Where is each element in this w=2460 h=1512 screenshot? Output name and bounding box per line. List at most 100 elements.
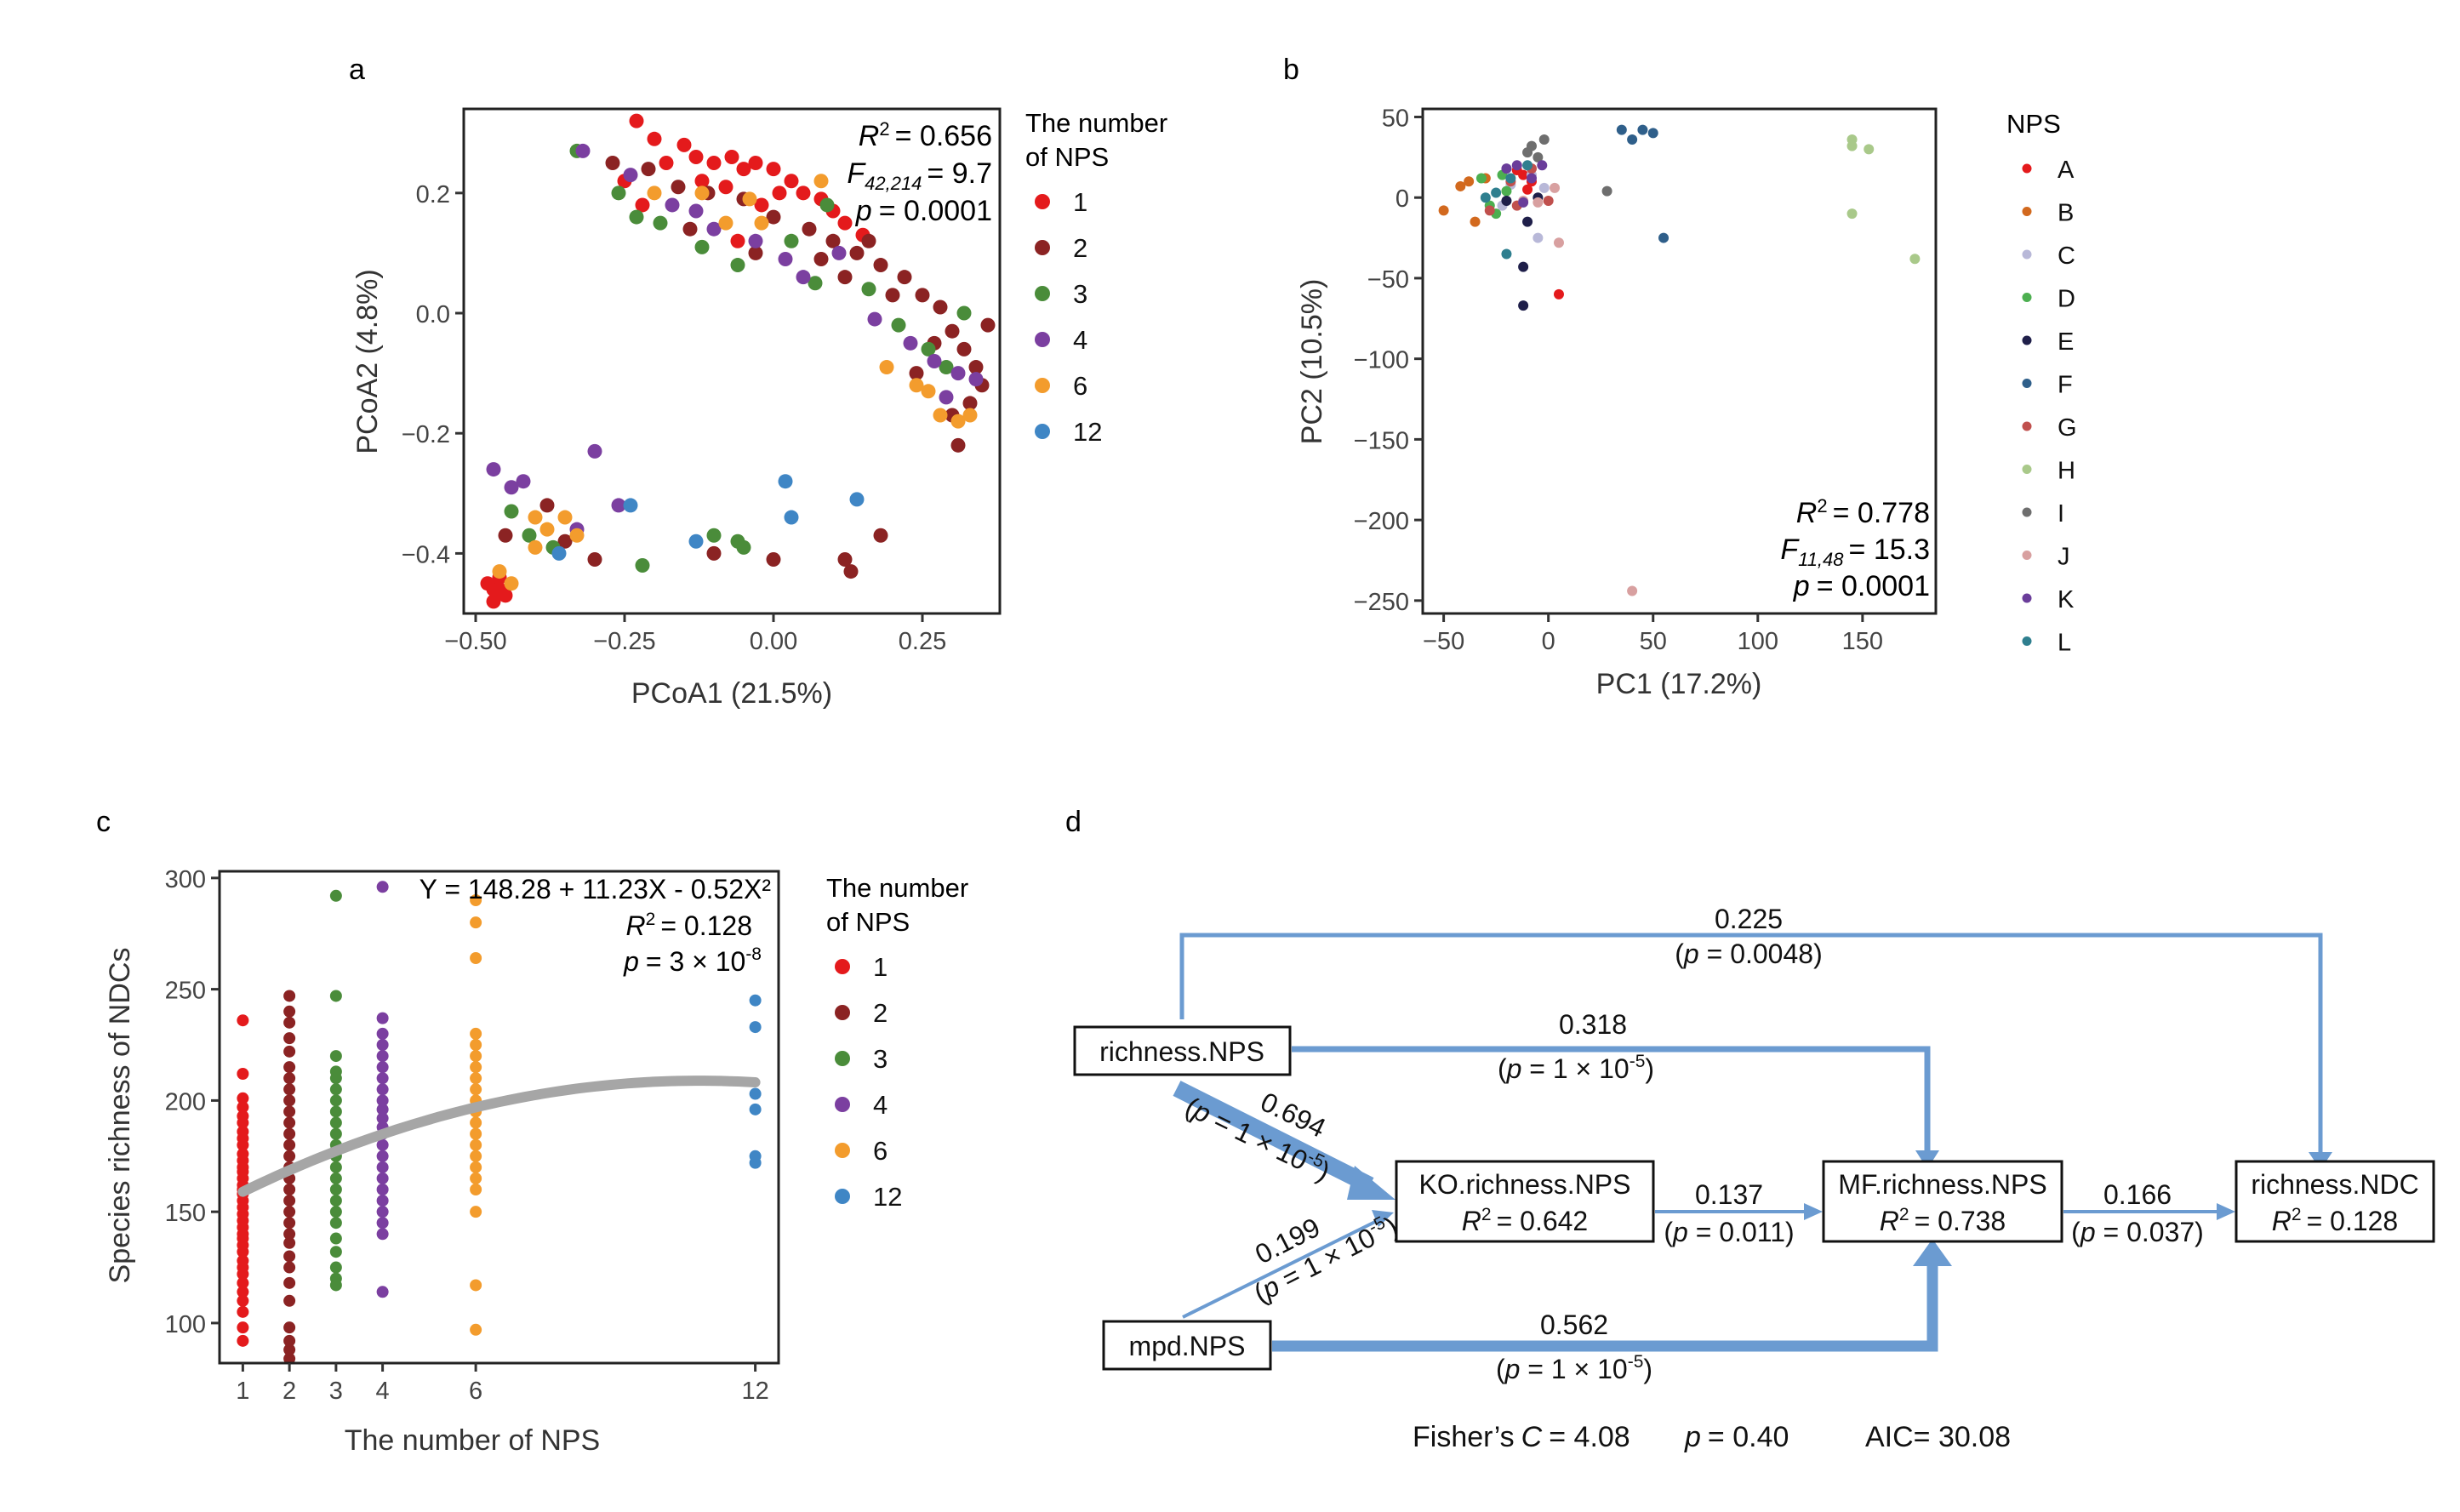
point-nps-D: [1501, 185, 1512, 197]
point-nps-2: [283, 990, 296, 1002]
point-nps-6: [470, 1083, 482, 1096]
point-nps-2: [283, 1321, 296, 1334]
point-nps-1: [766, 162, 781, 177]
arrowhead-mf-bottom: [1913, 1239, 1952, 1266]
legend-swatch: [2022, 293, 2032, 302]
point-nps-3: [891, 317, 906, 333]
node-ko-richness: [1395, 1160, 1655, 1243]
y-tick-label: 50: [1382, 105, 1409, 132]
point-nps-4: [376, 1217, 389, 1230]
point-nps-J: [1533, 197, 1544, 208]
panel-c-fit-curve: [237, 1076, 761, 1197]
legend-swatch: [2022, 636, 2032, 646]
point-nps-2: [283, 1045, 296, 1058]
legend-label: B: [2058, 200, 2074, 227]
coef-mf-ndc: 0.166: [2103, 1179, 2172, 1210]
panel-b-y-label: PC2 (10.5%): [1296, 279, 1328, 445]
point-nps-3: [329, 1127, 342, 1140]
point-nps-3: [329, 990, 342, 1002]
point-nps-F: [1637, 124, 1648, 135]
point-nps-4: [927, 354, 942, 368]
point-nps-2: [557, 533, 573, 549]
legend-label: 6: [1073, 371, 1087, 401]
path-richness-to-ko: [1173, 1081, 1374, 1193]
legend-label: 1: [873, 952, 888, 982]
point-nps-4: [516, 474, 531, 489]
point-nps-3: [808, 276, 823, 291]
point-nps-3: [329, 1172, 342, 1184]
legend-label: 4: [1073, 325, 1087, 355]
node-mpd-nps: [1102, 1320, 1272, 1371]
x-tick-label: −0.25: [593, 628, 655, 655]
point-nps-2: [980, 317, 996, 333]
point-nps-1: [694, 174, 710, 189]
point-nps-12: [688, 533, 704, 549]
point-nps-K: [1501, 163, 1512, 174]
point-nps-4: [376, 1094, 389, 1107]
panel-d-letter: d: [1065, 806, 1082, 838]
point-nps-6: [470, 1050, 482, 1063]
point-nps-4: [376, 1027, 389, 1040]
point-nps-2: [283, 1217, 296, 1230]
point-nps-2: [283, 1276, 296, 1289]
point-nps-4: [587, 443, 602, 459]
point-nps-2: [587, 551, 602, 567]
node-mf-r2: R2 = 0.738: [1880, 1205, 2006, 1236]
point-nps-4: [376, 1039, 389, 1051]
point-nps-4: [903, 335, 918, 351]
point-nps-3: [329, 1195, 342, 1207]
point-nps-3: [956, 305, 972, 321]
point-nps-2: [498, 528, 513, 543]
legend-swatch: [1035, 378, 1050, 393]
point-nps-2: [706, 545, 722, 561]
point-nps-2: [283, 1105, 296, 1118]
legend-swatch: [2022, 379, 2032, 388]
legend-swatch: [2022, 465, 2032, 474]
point-nps-2: [283, 1184, 296, 1195]
model-fit-p: p = 0.40: [1684, 1421, 1789, 1453]
legend-label: 2: [873, 998, 888, 1028]
arrowhead-ko-left: [1347, 1166, 1396, 1200]
point-nps-3: [329, 1050, 342, 1063]
point-nps-1: [718, 180, 733, 195]
point-nps-2: [283, 1294, 296, 1307]
panel-c-r2: R2 = 0.128: [626, 910, 752, 941]
point-nps-1: [237, 1286, 249, 1298]
panel-c-frame: [218, 870, 780, 1365]
model-fit-aic: AIC= 30.08: [1865, 1421, 2011, 1453]
coef-richness-mf: 0.318: [1559, 1009, 1627, 1040]
point-nps-2: [950, 437, 966, 453]
y-tick-label: −0.4: [402, 541, 450, 568]
legend-swatch: [2022, 551, 2032, 560]
point-nps-2: [909, 366, 924, 381]
legend-label: C: [2058, 242, 2075, 270]
panel-a-legend-title-2: of NPS: [1025, 142, 1109, 172]
point-nps-2: [641, 162, 656, 177]
panel-c-legend-title-2: of NPS: [826, 907, 910, 937]
point-nps-12: [749, 1103, 762, 1115]
point-nps-6: [962, 408, 978, 423]
point-nps-3: [329, 1083, 342, 1096]
point-nps-F: [1627, 134, 1638, 145]
point-nps-2: [283, 1206, 296, 1218]
point-nps-3: [329, 1232, 342, 1245]
point-nps-B: [1455, 180, 1466, 191]
point-nps-L: [1501, 248, 1512, 260]
point-nps-H: [1909, 254, 1921, 265]
point-nps-6: [470, 894, 482, 906]
point-nps-6: [470, 1039, 482, 1051]
point-nps-4: [950, 366, 966, 381]
model-fit-fisher: Fisher’s C = 4.08: [1413, 1421, 1630, 1453]
point-nps-4: [611, 498, 626, 513]
point-nps-3: [329, 1206, 342, 1218]
point-nps-F: [1658, 232, 1669, 243]
x-tick-label: −50: [1423, 628, 1464, 655]
legend-swatch: [835, 1189, 850, 1204]
point-nps-2: [802, 221, 817, 237]
point-nps-6: [539, 522, 555, 537]
coef-mpd-mf: 0.562: [1540, 1309, 1608, 1340]
point-nps-E: [1501, 195, 1512, 206]
point-nps-3: [611, 185, 626, 201]
